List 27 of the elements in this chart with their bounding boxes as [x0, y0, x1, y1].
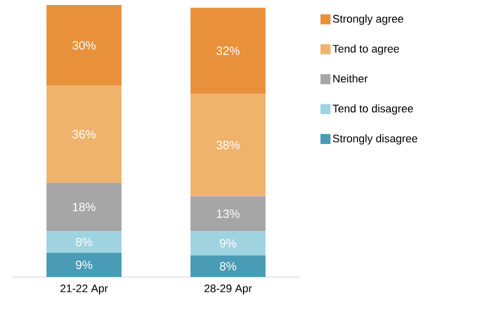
bar — [190, 231, 266, 256]
bar — [46, 182, 122, 232]
data-label: 36% — [72, 130, 96, 138]
legend-label: Tend to disagree — [332, 104, 413, 115]
bar — [46, 252, 122, 277]
legend-label: Strongly agree — [332, 14, 404, 25]
data-label: 8% — [220, 262, 236, 270]
bar — [46, 4, 122, 86]
data-label: 9% — [220, 239, 236, 248]
legend-label: Strongly disagree — [332, 134, 418, 145]
bar — [190, 8, 266, 94]
bar — [190, 94, 266, 196]
data-label: 9% — [76, 260, 92, 270]
legend-label: Tend to agree — [332, 44, 399, 55]
data-label: 13% — [216, 209, 240, 218]
x-tick-label: 28-29 Apr — [204, 284, 252, 294]
bar — [190, 255, 266, 277]
bar — [46, 86, 122, 183]
bar — [46, 231, 122, 253]
data-label: 18% — [72, 202, 96, 212]
data-label: 38% — [216, 140, 240, 150]
legend-label: Neither — [333, 74, 368, 83]
data-label: 30% — [72, 41, 96, 50]
bar — [190, 196, 266, 232]
data-label: 32% — [216, 46, 240, 56]
x-tick-label: 21-22 Apr — [60, 284, 108, 294]
data-label: 8% — [76, 238, 92, 246]
